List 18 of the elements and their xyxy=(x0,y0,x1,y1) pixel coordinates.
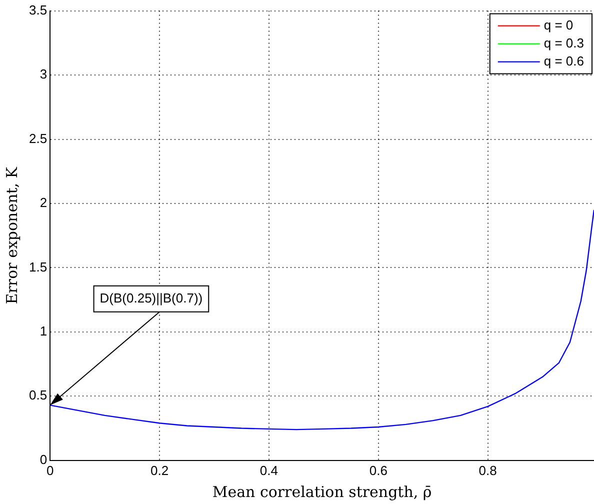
y-tick-label: 1.5 xyxy=(28,259,48,274)
x-axis-title: Mean correlation strength, ρ̄ xyxy=(212,482,432,501)
legend-label: q = 0 xyxy=(544,17,574,32)
y-tick-label: 0 xyxy=(40,452,48,467)
y-tick-label: 3 xyxy=(40,66,48,82)
x-tick-label: 0.2 xyxy=(150,462,169,478)
annotation: D(B(0.25)||B(0.7)) xyxy=(100,290,203,306)
y-axis-title: Error exponent, K xyxy=(2,166,21,304)
y-tick-label: 1 xyxy=(40,324,48,339)
y-tick-label: 2.5 xyxy=(28,130,48,146)
x-tick-label: 0.4 xyxy=(260,462,278,478)
legend-label: q = 0.3 xyxy=(544,35,584,50)
x-tick-label: 0.6 xyxy=(369,462,388,478)
y-tick-label: 0.5 xyxy=(28,388,48,403)
y-tick-label: 2 xyxy=(40,195,48,210)
legend-label: q = 0.6 xyxy=(544,53,584,68)
y-tick-label: 3.5 xyxy=(28,2,48,18)
x-tick-label: 0.8 xyxy=(478,462,497,478)
